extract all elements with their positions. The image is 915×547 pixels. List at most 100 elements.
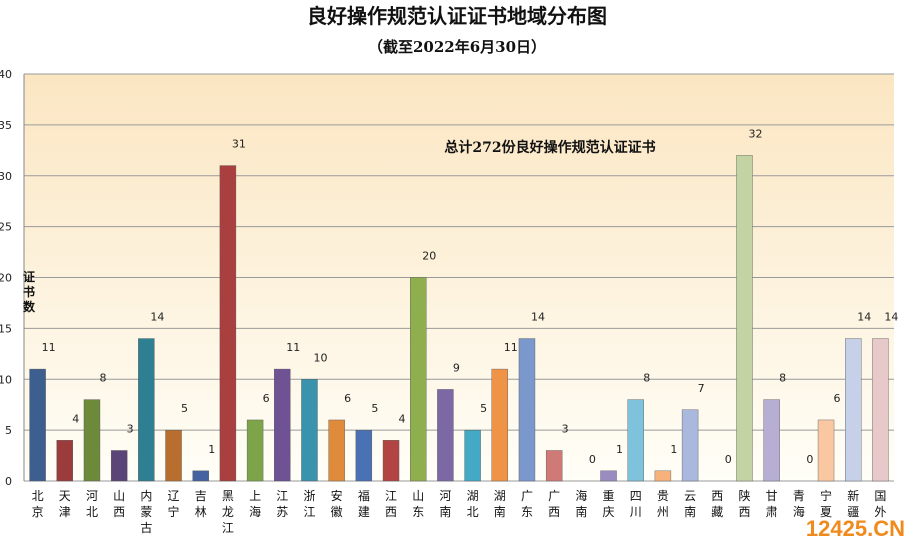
value-label-黑龙江: 31 <box>232 138 246 151</box>
value-label-广东: 14 <box>531 311 545 324</box>
value-label-河北: 8 <box>99 372 106 385</box>
category-label-海南: 海南 <box>575 488 587 519</box>
bar-河北 <box>83 399 101 482</box>
category-label-河北: 河北 <box>86 489 98 519</box>
bar-安徽 <box>328 419 345 482</box>
y-tick-label: 30 <box>0 170 12 183</box>
value-label-甘肃: 8 <box>779 372 786 385</box>
bar-宁夏 <box>817 419 835 482</box>
y-tick-label: 10 <box>0 373 12 386</box>
bar-新疆 <box>845 338 862 482</box>
value-labels: 11 4 8 3 14 5 1 31 6 11 10 6 5 4 20 9 5 11 14 3 0 1 8 1 7 0 32 8 0 6 1… <box>42 127 899 466</box>
category-label-吉林: 吉林 <box>195 489 207 519</box>
value-label-安徽: 6 <box>344 392 351 405</box>
bar-浙江 <box>301 379 318 482</box>
category-label-河南: 河南 <box>439 489 451 519</box>
category-label-内蒙古: 内蒙古 <box>140 489 152 535</box>
bar-天津 <box>56 440 73 482</box>
bar-辽宁 <box>165 429 182 482</box>
value-label-天津: 4 <box>72 412 79 425</box>
y-axis-ticks: 0 5 10 15 20 25 30 35 40 <box>0 68 12 488</box>
category-label-上海: 上海 <box>249 489 261 519</box>
bar-河南 <box>437 389 454 482</box>
category-label-甘肃: 甘肃 <box>766 489 778 519</box>
value-label-辽宁: 5 <box>181 402 188 415</box>
category-label-安徽: 安徽 <box>331 488 343 519</box>
y-axis-label: 证书数 <box>23 270 36 314</box>
bar-重庆 <box>600 470 617 482</box>
chart-subtitle: （截至2022年6月30日） <box>368 38 546 56</box>
bar-云南 <box>681 409 699 482</box>
bar-陕西 <box>736 155 753 482</box>
bar-广东 <box>518 338 536 482</box>
value-label-吉林: 1 <box>208 443 215 456</box>
bar-江西 <box>382 440 400 482</box>
y-tick-label: 5 <box>5 424 12 437</box>
value-label-新疆: 14 <box>857 311 871 324</box>
value-label-湖北: 5 <box>480 402 487 415</box>
value-label-山西: 3 <box>127 422 134 435</box>
category-label-贵州: 贵州 <box>657 489 669 519</box>
bars <box>29 155 889 482</box>
y-tick-label: 35 <box>0 119 12 132</box>
value-label-海南: 0 <box>589 453 596 466</box>
category-label-宁夏: 宁夏 <box>820 488 832 519</box>
value-label-北京: 11 <box>42 341 56 354</box>
value-label-江西: 4 <box>399 412 406 425</box>
category-label-辽宁: 辽宁 <box>168 489 180 519</box>
value-label-青海: 0 <box>806 453 813 466</box>
category-label-云南: 云南 <box>684 489 696 519</box>
category-label-广东: 广东 <box>521 489 533 519</box>
value-label-上海: 6 <box>263 392 270 405</box>
value-label-内蒙古: 14 <box>150 311 164 324</box>
category-label-四川: 四川 <box>630 489 642 519</box>
value-label-浙江: 10 <box>313 351 327 364</box>
value-label-西藏: 0 <box>725 453 732 466</box>
value-label-贵州: 1 <box>670 443 677 456</box>
category-label-福建: 福建 <box>358 488 370 519</box>
category-label-湖北: 湖北 <box>467 488 479 519</box>
value-label-广西: 3 <box>562 422 569 435</box>
category-label-北京: 北京 <box>32 489 44 519</box>
bar-甘肃 <box>763 399 780 482</box>
category-label-重庆: 重庆 <box>603 489 615 519</box>
total-annotation: 总计272份良好操作规范认证证书 <box>444 139 655 156</box>
y-tick-label: 15 <box>0 322 12 335</box>
category-label-西藏: 西藏 <box>711 489 723 519</box>
bar-江苏 <box>274 368 291 482</box>
y-tick-label: 0 <box>5 475 12 488</box>
y-tick-label: 25 <box>0 221 12 234</box>
bar-四川 <box>627 399 644 482</box>
category-label-青海: 青海 <box>793 489 805 519</box>
chart-title: 良好操作规范认证证书地域分布图 <box>307 4 607 28</box>
category-label-新疆: 新疆 <box>847 488 859 519</box>
category-label-广西: 广西 <box>548 489 560 519</box>
y-tick-label: 20 <box>0 272 12 285</box>
category-label-国外: 国外 <box>874 489 886 519</box>
category-label-陕西: 陕西 <box>738 488 750 519</box>
category-label-山东: 山东 <box>412 489 424 519</box>
category-label-江苏: 江苏 <box>276 489 288 519</box>
bar-北京 <box>29 368 46 482</box>
watermark: 12425.CN <box>806 516 905 541</box>
bar-湖北 <box>464 429 481 482</box>
value-label-江苏: 11 <box>286 341 300 354</box>
value-label-湖南: 11 <box>504 341 518 354</box>
value-label-重庆: 1 <box>616 443 623 456</box>
category-label-黑龙江: 黑龙江 <box>222 489 234 535</box>
value-label-国外: 14 <box>884 311 898 324</box>
bar-国外 <box>872 338 889 482</box>
bar-湖南 <box>491 368 508 482</box>
value-label-四川: 8 <box>643 372 650 385</box>
category-label-湖南: 湖南 <box>494 488 506 519</box>
y-tick-label: 40 <box>0 68 12 81</box>
bar-内蒙古 <box>138 338 155 482</box>
bar-贵州 <box>654 470 672 482</box>
bar-黑龙江 <box>219 165 237 482</box>
category-label-山西: 山西 <box>113 489 125 519</box>
value-label-山东: 20 <box>422 250 436 263</box>
value-label-宁夏: 6 <box>834 392 841 405</box>
bar-福建 <box>355 429 373 482</box>
bar-广西 <box>545 450 563 482</box>
